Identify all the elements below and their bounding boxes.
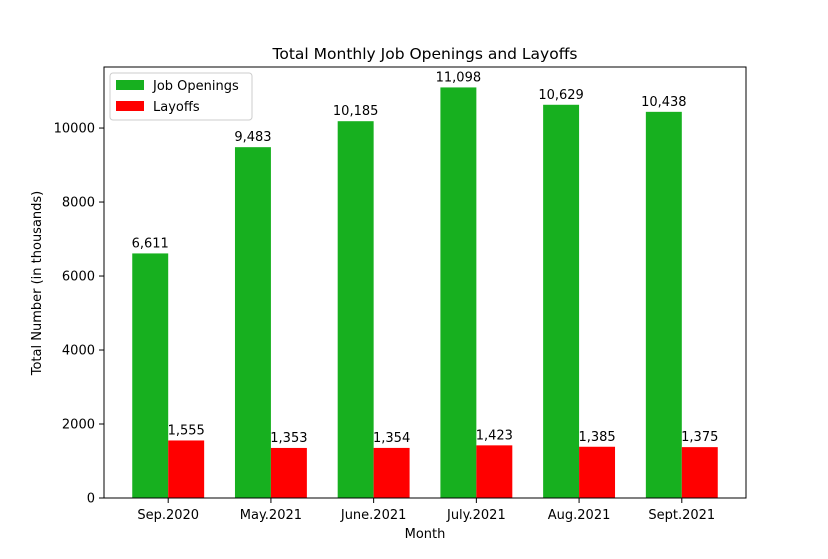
legend-box <box>109 72 253 121</box>
legend-label-job-openings: Job Openings <box>152 79 239 94</box>
bar-job-openings <box>645 111 682 498</box>
bar-job-openings <box>337 121 374 498</box>
data-label-job-openings: 10,629 <box>538 88 584 103</box>
data-label-layoffs: 1,353 <box>270 431 307 446</box>
legend-label-layoffs: Layoffs <box>153 100 200 115</box>
x-tick-label: Sep.2020 <box>137 508 199 523</box>
y-tick-label: 8000 <box>62 196 95 211</box>
data-label-layoffs: 1,354 <box>373 431 410 446</box>
bar-job-openings <box>440 87 477 498</box>
y-tick-label: 2000 <box>62 418 95 433</box>
legend-swatch-layoffs <box>116 101 144 111</box>
y-tick-label: 10000 <box>54 122 95 137</box>
x-tick-label: Sept.2021 <box>648 508 715 523</box>
bar-job-openings <box>543 104 580 499</box>
bar-layoffs <box>681 447 718 498</box>
y-axis: 0 2000 4000 6000 8000 10000 <box>54 122 104 507</box>
legend: Job Openings Layoffs <box>109 72 253 121</box>
bar-layoffs <box>373 447 410 498</box>
legend-swatch-job-openings <box>116 80 144 90</box>
data-labels-group: 6,611 1,555 9,483 1,353 10,185 1,354 11,098 1,4… <box>132 70 719 446</box>
y-axis-title: Total Number (in thousands) <box>30 191 45 377</box>
bars-group <box>132 87 718 499</box>
bar-job-openings <box>132 253 169 498</box>
data-label-layoffs: 1,555 <box>168 423 205 438</box>
bar-layoffs <box>579 446 616 498</box>
x-tick-label: June.2021 <box>340 508 407 523</box>
bar-job-openings <box>234 147 271 499</box>
x-tick-label: Aug.2021 <box>548 508 611 523</box>
plot-area-frame <box>103 66 747 499</box>
data-label-job-openings: 6,611 <box>132 236 169 251</box>
y-tick-label: 4000 <box>62 344 95 359</box>
x-axis-title: Month <box>405 527 446 542</box>
data-label-job-openings: 10,438 <box>641 95 687 110</box>
x-tick-label: July.2021 <box>446 508 506 523</box>
data-label-job-openings: 10,185 <box>333 104 379 119</box>
data-label-layoffs: 1,385 <box>578 430 615 445</box>
y-tick-label: 0 <box>87 492 95 507</box>
data-label-layoffs: 1,423 <box>476 428 513 443</box>
bar-layoffs <box>168 440 205 498</box>
bar-layoffs <box>476 445 513 498</box>
x-tick-label: May.2021 <box>240 508 302 523</box>
bar-layoffs <box>270 447 307 498</box>
data-label-layoffs: 1,375 <box>681 430 718 445</box>
x-axis: Sep.2020 May.2021 June.2021 July.2021 Aug.20… <box>137 498 715 523</box>
y-tick-label: 6000 <box>62 270 95 285</box>
data-label-job-openings: 11,098 <box>436 70 482 85</box>
chart-title: Total Monthly Job Openings and Layoffs <box>272 45 578 63</box>
data-label-job-openings: 9,483 <box>234 130 271 145</box>
